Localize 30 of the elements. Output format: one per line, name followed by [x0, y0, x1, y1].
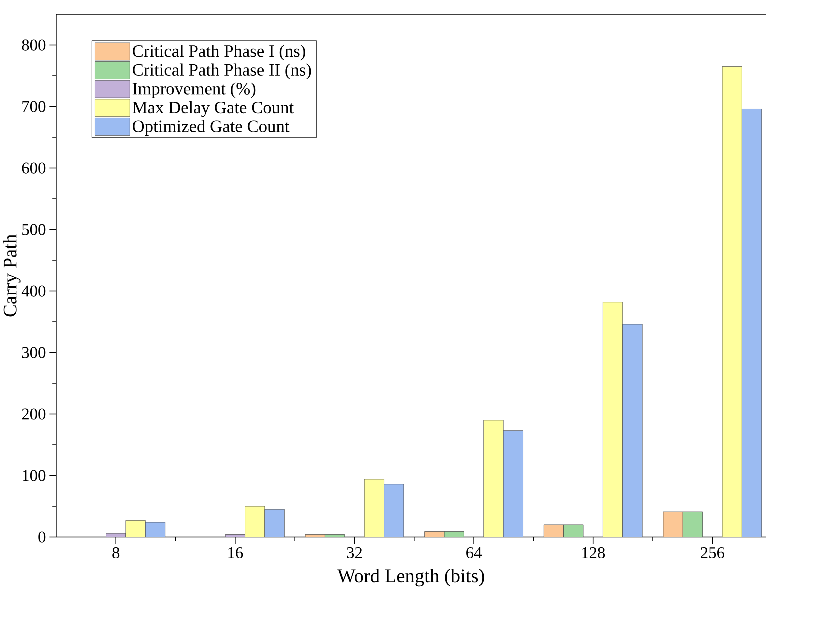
- y-tick-label: 600: [22, 162, 46, 174]
- y-tick-label: 0: [38, 532, 46, 543]
- y-tick-label: 800: [22, 40, 46, 51]
- bar: [622, 324, 643, 538]
- legend-label: Max Delay Gate Count: [132, 102, 294, 118]
- y-tick-label: 700: [22, 101, 46, 112]
- x-tick-label: 128: [582, 548, 606, 559]
- legend-label: Critical Path Phase I (ns): [132, 45, 306, 61]
- x-tick-label: 64: [466, 548, 482, 559]
- legend-label: Improvement (%): [132, 82, 256, 98]
- x-axis-title: Word Length (bits): [338, 569, 484, 587]
- bar: [264, 510, 285, 538]
- bar: [742, 109, 762, 538]
- y-tick-label: 500: [22, 224, 46, 236]
- bar: [384, 484, 404, 538]
- x-tick-label: 256: [701, 548, 724, 559]
- y-tick-label: 100: [23, 470, 46, 482]
- legend-label: Optimized Gate Count: [132, 120, 290, 136]
- x-tick-label: 16: [228, 548, 244, 559]
- y-tick-label: 200: [22, 408, 46, 420]
- bar: [145, 522, 166, 538]
- legend-label: Critical Path Phase II (ns): [132, 64, 312, 80]
- bar: [544, 525, 564, 538]
- y-tick-label: 400: [22, 286, 46, 297]
- y-axis-title: Carry Path: [3, 234, 21, 317]
- y-tick-label: 300: [22, 347, 46, 358]
- x-tick-label: 8: [112, 548, 120, 559]
- bar: [663, 512, 684, 538]
- x-tick-label: 32: [347, 548, 362, 559]
- bar: [503, 430, 524, 538]
